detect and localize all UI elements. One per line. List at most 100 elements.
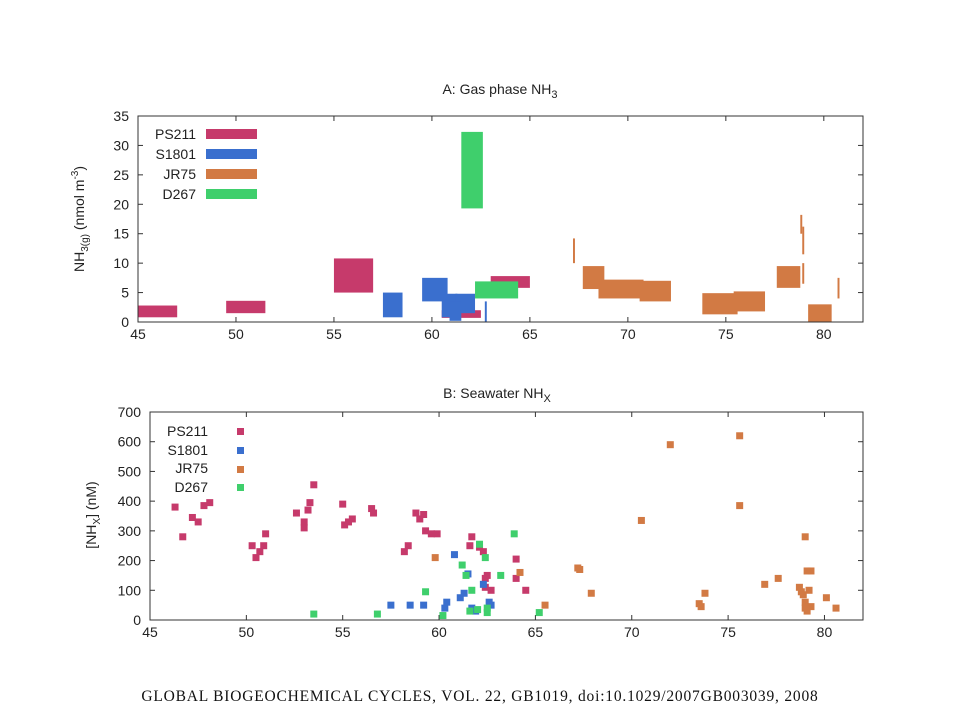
panel-b-y-tick-label: 500: [118, 463, 142, 479]
panel-a-y-tick-label: 5: [121, 285, 129, 301]
seawater-point-ps211: [483, 571, 491, 579]
seawater-point-ps211: [306, 499, 314, 507]
seawater-point-jr75: [736, 432, 744, 440]
seawater-point-ps211: [194, 518, 202, 526]
seawater-point-ps211: [468, 533, 476, 541]
seawater-point-ps211: [466, 542, 474, 550]
panel-b-legend: PS211 S1801 JR75 D267: [167, 423, 244, 495]
gas-bar-jr75: [800, 214, 803, 234]
seawater-point-jr75: [666, 441, 674, 449]
seawater-point-ps211: [404, 542, 412, 550]
seawater-point-jr75: [576, 565, 584, 573]
legend-b-marker-ps211: [237, 428, 244, 435]
legend-a-label-s1801: S1801: [156, 146, 197, 162]
seawater-point-ps211: [310, 481, 318, 489]
seawater-point-jr75: [807, 567, 815, 575]
panel-a-legend: PS211 S1801 JR75 D267: [155, 126, 257, 202]
gas-bar-s1801: [382, 292, 403, 318]
legend-a-label-ps211: PS211: [155, 126, 196, 142]
seawater-point-d267: [310, 610, 318, 618]
panel-a-x-tick-label: 60: [424, 326, 440, 342]
gas-bar-jr75: [573, 238, 575, 264]
gas-bar-jr75: [802, 226, 805, 255]
panel-b-x-tick-label: 55: [335, 624, 351, 640]
legend-b-marker-jr75: [237, 466, 244, 473]
seawater-point-ps211: [179, 533, 187, 541]
legend-b-label-d267: D267: [175, 479, 209, 495]
seawater-point-ps211: [427, 530, 435, 538]
seawater-point-jr75: [637, 516, 645, 524]
panel-a-plot-area: [138, 131, 840, 322]
legend-b-label-s1801: S1801: [168, 442, 209, 458]
seawater-point-jr75: [701, 589, 709, 597]
seawater-point-d267: [535, 609, 543, 617]
panel-a-ylabel: NH3(g) (nmol m-3): [70, 166, 91, 272]
seawater-point-d267: [483, 604, 491, 612]
seawater-point-jr75: [774, 574, 782, 582]
seawater-point-jr75: [803, 607, 811, 615]
gas-bar-s1801: [449, 301, 462, 321]
seawater-point-ps211: [412, 509, 420, 517]
seawater-point-jr75: [801, 533, 809, 541]
citation-footer: GLOBAL BIOGEOCHEMICAL CYCLES, VOL. 22, G…: [141, 688, 819, 705]
panel-a-axes: 45 50 55 60 65 70 75 80 0 5 10 15 20 25 30 35: [113, 108, 863, 342]
seawater-point-d267: [439, 612, 447, 620]
gas-bar-jr75: [639, 280, 671, 302]
seawater-point-ps211: [300, 524, 308, 532]
panel-b-y-tick-label: 700: [118, 404, 142, 420]
seawater-point-jr75: [795, 583, 803, 591]
seawater-point-ps211: [522, 586, 530, 594]
legend-b-label-ps211: PS211: [167, 423, 208, 439]
seawater-point-jr75: [697, 603, 705, 611]
panel-a-x-tick-label: 75: [718, 326, 734, 342]
seawater-point-d267: [458, 561, 466, 569]
panel-b-y-tick-label: 100: [118, 582, 142, 598]
seawater-point-ps211: [433, 530, 441, 538]
panel-a-y-tick-label: 0: [121, 314, 129, 330]
seawater-point-ps211: [339, 500, 347, 508]
gas-bar-s1801: [422, 277, 448, 302]
seawater-point-d267: [422, 588, 430, 596]
seawater-point-ps211: [341, 521, 349, 529]
panel-a-x-tick-label: 50: [228, 326, 244, 342]
seawater-point-ps211: [260, 542, 268, 550]
seawater-point-ps211: [256, 548, 264, 556]
seawater-point-ps211: [420, 511, 428, 519]
legend-a-swatch-s1801: [206, 149, 257, 159]
seawater-point-ps211: [171, 503, 179, 511]
seawater-point-ps211: [368, 505, 376, 513]
panel-b-y-tick-label: 0: [133, 612, 141, 628]
seawater-point-ps211: [304, 506, 312, 514]
seawater-point-jr75: [832, 604, 840, 612]
seawater-point-d267: [497, 571, 505, 579]
seawater-point-ps211: [262, 530, 270, 538]
gas-bar-jr75: [776, 266, 801, 288]
panel-b-x-tick-label: 45: [142, 624, 158, 640]
seawater-point-ps211: [487, 586, 495, 594]
panel-a-x-tick-label: 65: [522, 326, 538, 342]
panel-b-x-tick-label: 80: [817, 624, 833, 640]
seawater-point-s1801: [387, 601, 395, 609]
panel-b-x-tick-label: 65: [528, 624, 544, 640]
gas-bar-ps211: [226, 300, 266, 314]
seawater-point-s1801: [487, 601, 495, 609]
seawater-point-jr75: [803, 567, 811, 575]
legend-b-label-jr75: JR75: [175, 460, 208, 476]
seawater-point-ps211: [188, 513, 196, 521]
panel-b-ylabel: [NHX] (nM): [83, 481, 103, 548]
panel-b-y-tick-label: 400: [118, 493, 142, 509]
gas-bar-d267: [461, 131, 483, 209]
panel-a-x-tick-label: 80: [816, 326, 832, 342]
seawater-point-jr75: [431, 554, 439, 562]
panel-b-plot-area: [171, 432, 840, 620]
seawater-point-s1801: [441, 604, 449, 612]
seawater-point-ps211: [200, 502, 208, 510]
seawater-point-ps211: [512, 555, 520, 563]
panel-b-y-tick-label: 600: [118, 434, 142, 450]
seawater-point-s1801: [443, 598, 451, 606]
seawater-point-s1801: [460, 589, 468, 597]
seawater-point-ps211: [248, 542, 256, 550]
panel-a-y-tick-label: 30: [113, 137, 129, 153]
seawater-point-ps211: [400, 548, 408, 556]
seawater-point-ps211: [422, 527, 430, 535]
